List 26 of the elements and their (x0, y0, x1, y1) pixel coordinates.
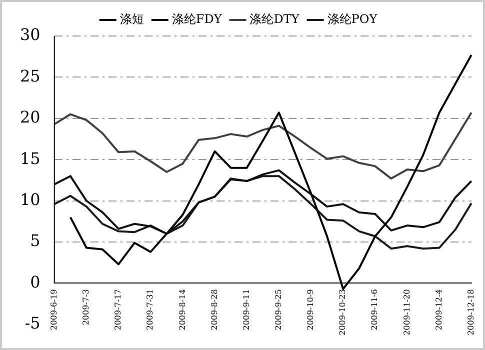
legend-label: 涤短 (120, 12, 144, 26)
x-tick-label: 2009-7-17 (114, 289, 123, 330)
x-tick-label: 2009-10-9 (306, 289, 316, 330)
x-tick-label: 2009-7-31 (146, 289, 155, 330)
x-tick-label: 2009-7-3 (82, 289, 91, 326)
x-tick-label: 2009-11-20 (402, 289, 412, 336)
x-tick-label: 2009-12-18 (466, 289, 476, 336)
y-tick-label: 10 (20, 190, 40, 209)
y-tick-label: -5 (24, 314, 40, 333)
x-tick-label: 2009-6-19 (49, 289, 58, 330)
y-tick-label: 0 (30, 272, 40, 292)
y-tick-label: 5 (30, 231, 40, 250)
y-tick-label: 25 (20, 66, 40, 86)
x-tick-label: 2009-12-4 (434, 289, 444, 330)
y-tick-label: 15 (20, 148, 40, 168)
y-tick-label: 30 (20, 25, 40, 44)
x-tick-label: 2009-8-14 (178, 289, 187, 330)
x-tick-label: 2009-11-6 (370, 289, 380, 330)
legend-label: 涤纶DTY (250, 12, 300, 26)
x-tick-label: 2009-8-28 (210, 289, 219, 330)
y-tick-label: 20 (20, 108, 40, 127)
legend-label: 涤纶FDY (172, 12, 223, 26)
x-tick-label: 2009-9-25 (274, 289, 283, 330)
x-tick-label: 2009-10-23 (338, 289, 348, 336)
x-tick-label: 2009-9-11 (242, 289, 251, 330)
legend-label: 涤纶POY (327, 12, 378, 26)
